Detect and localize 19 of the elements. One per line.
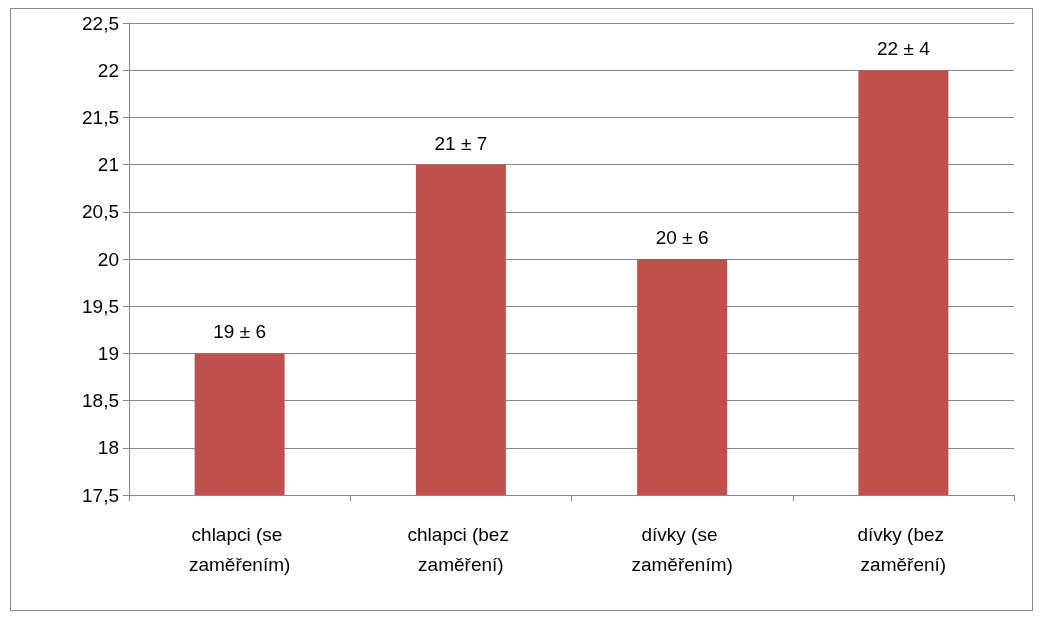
y-tick-label: 21	[97, 154, 119, 176]
x-tick-label: chlapci (bez zaměření)	[407, 523, 515, 575]
y-tick-label: 19	[97, 342, 119, 364]
y-tick-label: 22,5	[82, 12, 119, 34]
y-tick-label: 22	[97, 59, 119, 81]
data-label: 20 ± 6	[655, 227, 709, 248]
y-tick-label: 18	[97, 437, 119, 459]
y-tick-label: 20	[97, 248, 119, 270]
data-label: 22 ± 4	[877, 38, 931, 60]
y-tick-label: 20,5	[82, 201, 119, 223]
y-tick-label: 18,5	[82, 390, 119, 412]
y-tick-label: 19,5	[82, 295, 119, 317]
y-tick-label: 17,5	[82, 484, 119, 506]
x-tick-label: dívky (se zaměřením)	[631, 523, 733, 575]
y-tick-label: 21,5	[82, 106, 119, 128]
x-tick-label: chlapci (se zaměřením)	[188, 523, 291, 575]
data-label: 19 ± 6	[213, 321, 266, 343]
data-label: 21 ± 7	[434, 132, 488, 154]
x-tick-label: dívky (bez zaměření)	[857, 523, 950, 575]
